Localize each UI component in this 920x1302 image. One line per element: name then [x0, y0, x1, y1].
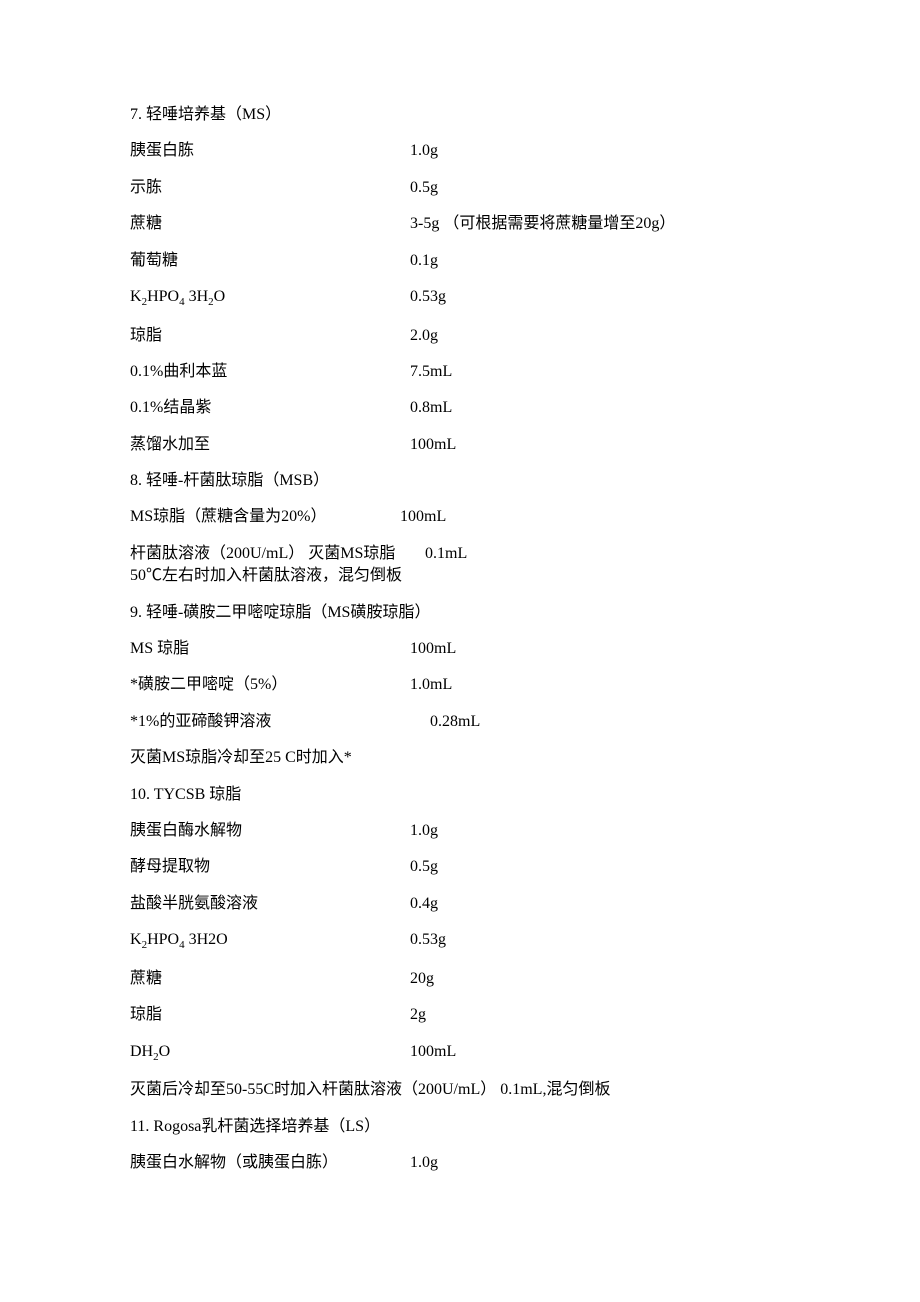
section-11-title: 11. Rogosa乳杆菌选择培养基（LS） — [130, 1116, 790, 1138]
row-value: 3-5g （可根据需要将蔗糖量增至20g） — [410, 213, 790, 235]
row-label: 酵母提取物 — [130, 856, 410, 878]
row-label: DH2O — [130, 1041, 410, 1066]
row-value: 1.0g — [410, 1152, 790, 1174]
row-value: 100mL — [410, 1041, 790, 1063]
row-label: 琼脂 — [130, 1004, 410, 1026]
row-label: 胰蛋白水解物（或胰蛋白胨） — [130, 1152, 410, 1174]
row-value: 20g — [410, 968, 790, 990]
row-label: 0.1%曲利本蓝 — [130, 361, 410, 383]
row-label: 蔗糖 — [130, 213, 410, 235]
section-7-row-5: 琼脂 2.0g — [130, 325, 790, 347]
row-label: 盐酸半胱氨酸溶液 — [130, 893, 410, 915]
row-label: 琼脂 — [130, 325, 410, 347]
row-label: K2HPO4 3H2O — [130, 929, 410, 954]
row-value: 0.8mL — [410, 397, 790, 419]
section-10-row-0: 胰蛋白酶水解物 1.0g — [130, 820, 790, 842]
section-7-row-0: 胰蛋白胨 1.0g — [130, 140, 790, 162]
section-8-title: 8. 轻唾-杆菌肽琼脂（MSB） — [130, 470, 790, 492]
row-value: 0.28mL — [410, 711, 790, 733]
row-value: 7.5mL — [410, 361, 790, 383]
row-label: 蔗糖 — [130, 968, 410, 990]
section-7-row-8: 蒸馏水加至 100mL — [130, 434, 790, 456]
section-9-row-0: MS 琼脂 100mL — [130, 638, 790, 660]
section-7-row-1: 示胨 0.5g — [130, 177, 790, 199]
section-10-row-6: DH2O 100mL — [130, 1041, 790, 1066]
section-10-row-3: K2HPO4 3H2O 0.53g — [130, 929, 790, 954]
row-label: MS 琼脂 — [130, 638, 410, 660]
row-label: 胰蛋白酶水解物 — [130, 820, 410, 842]
row-label: MS琼脂（蔗糖含量为20%） — [130, 506, 400, 528]
section-7-row-6: 0.1%曲利本蓝 7.5mL — [130, 361, 790, 383]
row-value: 0.1mL — [420, 543, 790, 565]
row-value: 2g — [410, 1004, 790, 1026]
row-value: 100mL — [400, 506, 790, 528]
row-label: 0.1%结晶紫 — [130, 397, 410, 419]
row-value: 100mL — [410, 638, 790, 660]
section-9-row-1: *磺胺二甲嘧啶（5%） 1.0mL — [130, 674, 790, 696]
section-10-title: 10. TYCSB 琼脂 — [130, 784, 790, 806]
section-10-row-2: 盐酸半胱氨酸溶液 0.4g — [130, 893, 790, 915]
section-7-title: 7. 轻唾培养基（MS） — [130, 104, 790, 126]
section-7-row-4: K2HPO4 3H2O 0.53g — [130, 286, 790, 311]
row-value: 0.5g — [410, 856, 790, 878]
row-label: 杆菌肽溶液（200U/mL） 灭菌MS琼脂50℃左右时加入杆菌肽溶液，混匀倒板 — [130, 543, 420, 588]
section-10-row-4: 蔗糖 20g — [130, 968, 790, 990]
row-value: 0.5g — [410, 177, 790, 199]
row-label: 蒸馏水加至 — [130, 434, 410, 456]
row-value: 1.0g — [410, 820, 790, 842]
section-10-note: 灭菌后冷却至50-55C时加入杆菌肽溶液（200U/mL） 0.1mL,混匀倒板 — [130, 1079, 790, 1101]
row-value: 0.53g — [410, 929, 790, 951]
section-11-row-0: 胰蛋白水解物（或胰蛋白胨） 1.0g — [130, 1152, 790, 1174]
section-8-row-0: MS琼脂（蔗糖含量为20%） 100mL — [130, 506, 790, 528]
row-value: 0.1g — [410, 250, 790, 272]
row-value: 1.0g — [410, 140, 790, 162]
row-value: 2.0g — [410, 325, 790, 347]
row-value: 0.53g — [410, 286, 790, 308]
section-9-row-2: *1%的亚碲酸钾溶液 0.28mL — [130, 711, 790, 733]
section-9-title: 9. 轻唾-磺胺二甲嘧啶琼脂（MS磺胺琼脂） — [130, 602, 790, 624]
section-8-row-1: 杆菌肽溶液（200U/mL） 灭菌MS琼脂50℃左右时加入杆菌肽溶液，混匀倒板 … — [130, 543, 790, 588]
section-9-note: 灭菌MS琼脂冷却至25 C时加入* — [130, 747, 790, 769]
row-label: *磺胺二甲嘧啶（5%） — [130, 674, 410, 696]
row-value: 0.4g — [410, 893, 790, 915]
row-label: 胰蛋白胨 — [130, 140, 410, 162]
section-7-row-3: 葡萄糖 0.1g — [130, 250, 790, 272]
row-label: *1%的亚碲酸钾溶液 — [130, 711, 410, 733]
row-label: 示胨 — [130, 177, 410, 199]
section-10-row-5: 琼脂 2g — [130, 1004, 790, 1026]
section-7-row-7: 0.1%结晶紫 0.8mL — [130, 397, 790, 419]
row-value: 1.0mL — [410, 674, 790, 696]
section-10-row-1: 酵母提取物 0.5g — [130, 856, 790, 878]
section-7-row-2: 蔗糖 3-5g （可根据需要将蔗糖量增至20g） — [130, 213, 790, 235]
row-label: 葡萄糖 — [130, 250, 410, 272]
row-value: 100mL — [410, 434, 790, 456]
row-label: K2HPO4 3H2O — [130, 286, 410, 311]
